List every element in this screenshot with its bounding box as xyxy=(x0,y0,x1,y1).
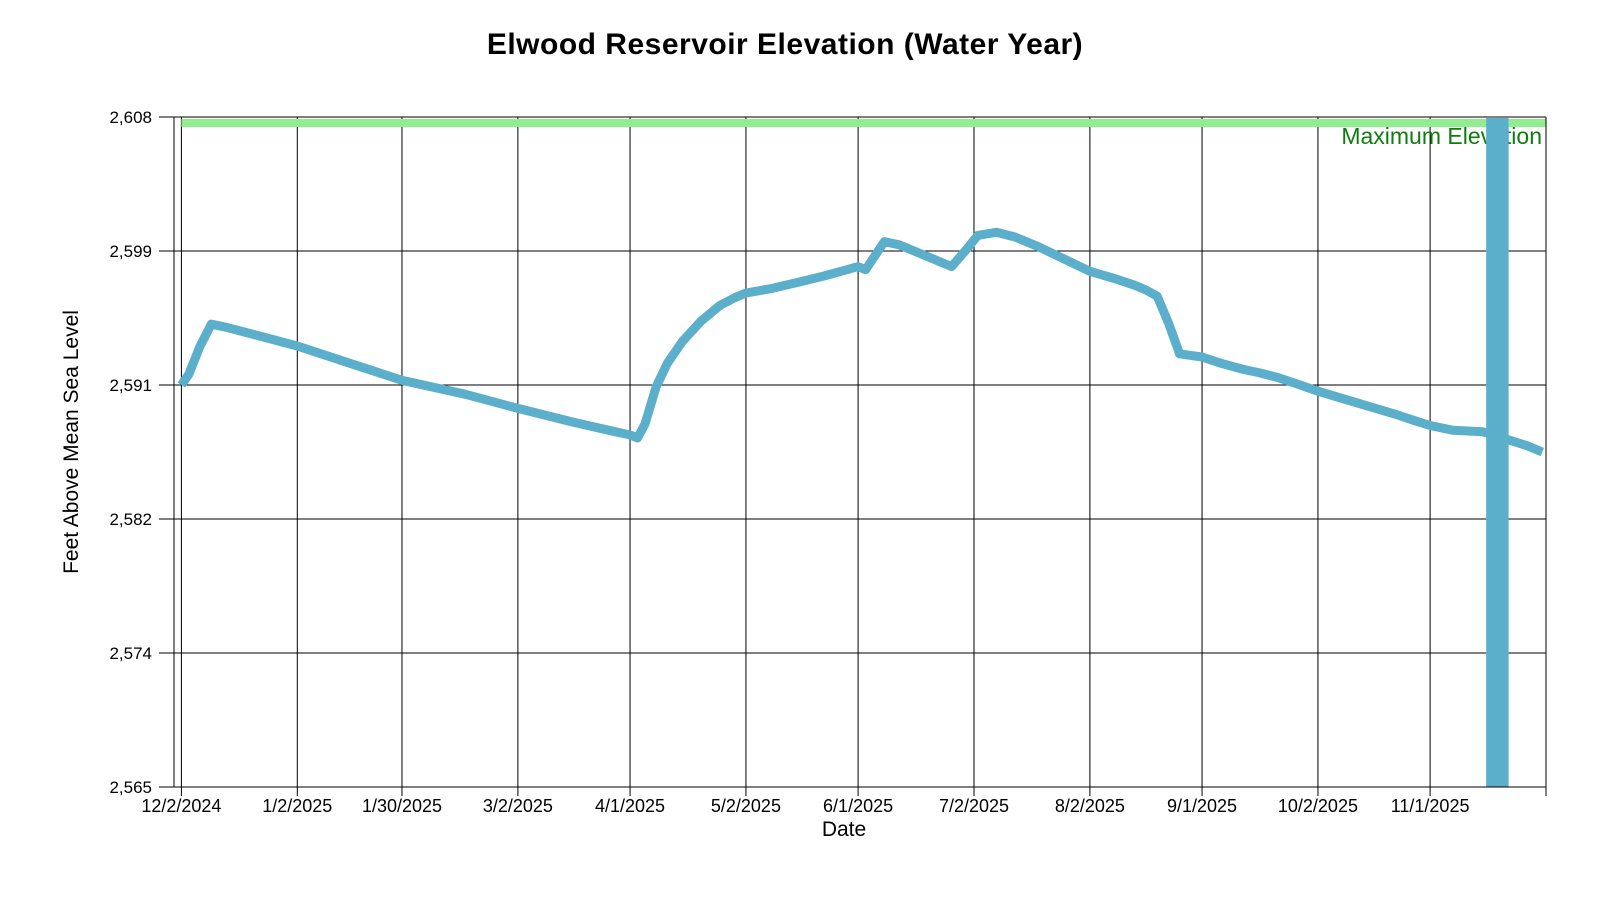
grid-layer xyxy=(159,116,1547,796)
series-layer: 2,565 2,574 2,582 2,591 2,599 2,608 12/2/2024 1… xyxy=(109,108,1547,816)
x-axis-title: Date xyxy=(821,818,867,841)
x-tick-label: 1/30/2025 xyxy=(362,796,442,816)
max-elevation-band xyxy=(181,119,1546,127)
y-tick-label: 2,608 xyxy=(109,108,152,127)
y-tick-label: 2,574 xyxy=(109,644,152,663)
x-tick-label: 4/1/2025 xyxy=(595,796,665,816)
y-tick-label: 2,565 xyxy=(109,778,152,797)
x-tick-label: 3/2/2025 xyxy=(483,796,553,816)
x-tick-label: 7/2/2025 xyxy=(939,796,1009,816)
x-tick-label: 10/2/2025 xyxy=(1278,796,1358,816)
max-elevation-label: Maximum Elevation xyxy=(1341,123,1542,149)
y-tick-label: 2,599 xyxy=(109,242,152,261)
x-tick-label: 6/1/2025 xyxy=(823,796,893,816)
anomaly-spike-bar xyxy=(1486,118,1509,787)
x-tick-label: 11/1/2025 xyxy=(1391,796,1470,816)
y-tick-label: 2,582 xyxy=(109,510,152,529)
x-tick-label: 9/1/2025 xyxy=(1167,796,1237,816)
x-tick-label: 5/2/2025 xyxy=(711,796,781,816)
x-tick-label: 12/2/2024 xyxy=(141,796,221,816)
x-tick-label: 1/2/2025 xyxy=(262,796,332,816)
y-tick-label: 2,591 xyxy=(109,376,152,395)
chart-title: Elwood Reservoir Elevation (Water Year) xyxy=(486,28,1084,61)
x-tick-label: 8/2/2025 xyxy=(1055,796,1125,816)
elevation-line xyxy=(177,227,1545,457)
